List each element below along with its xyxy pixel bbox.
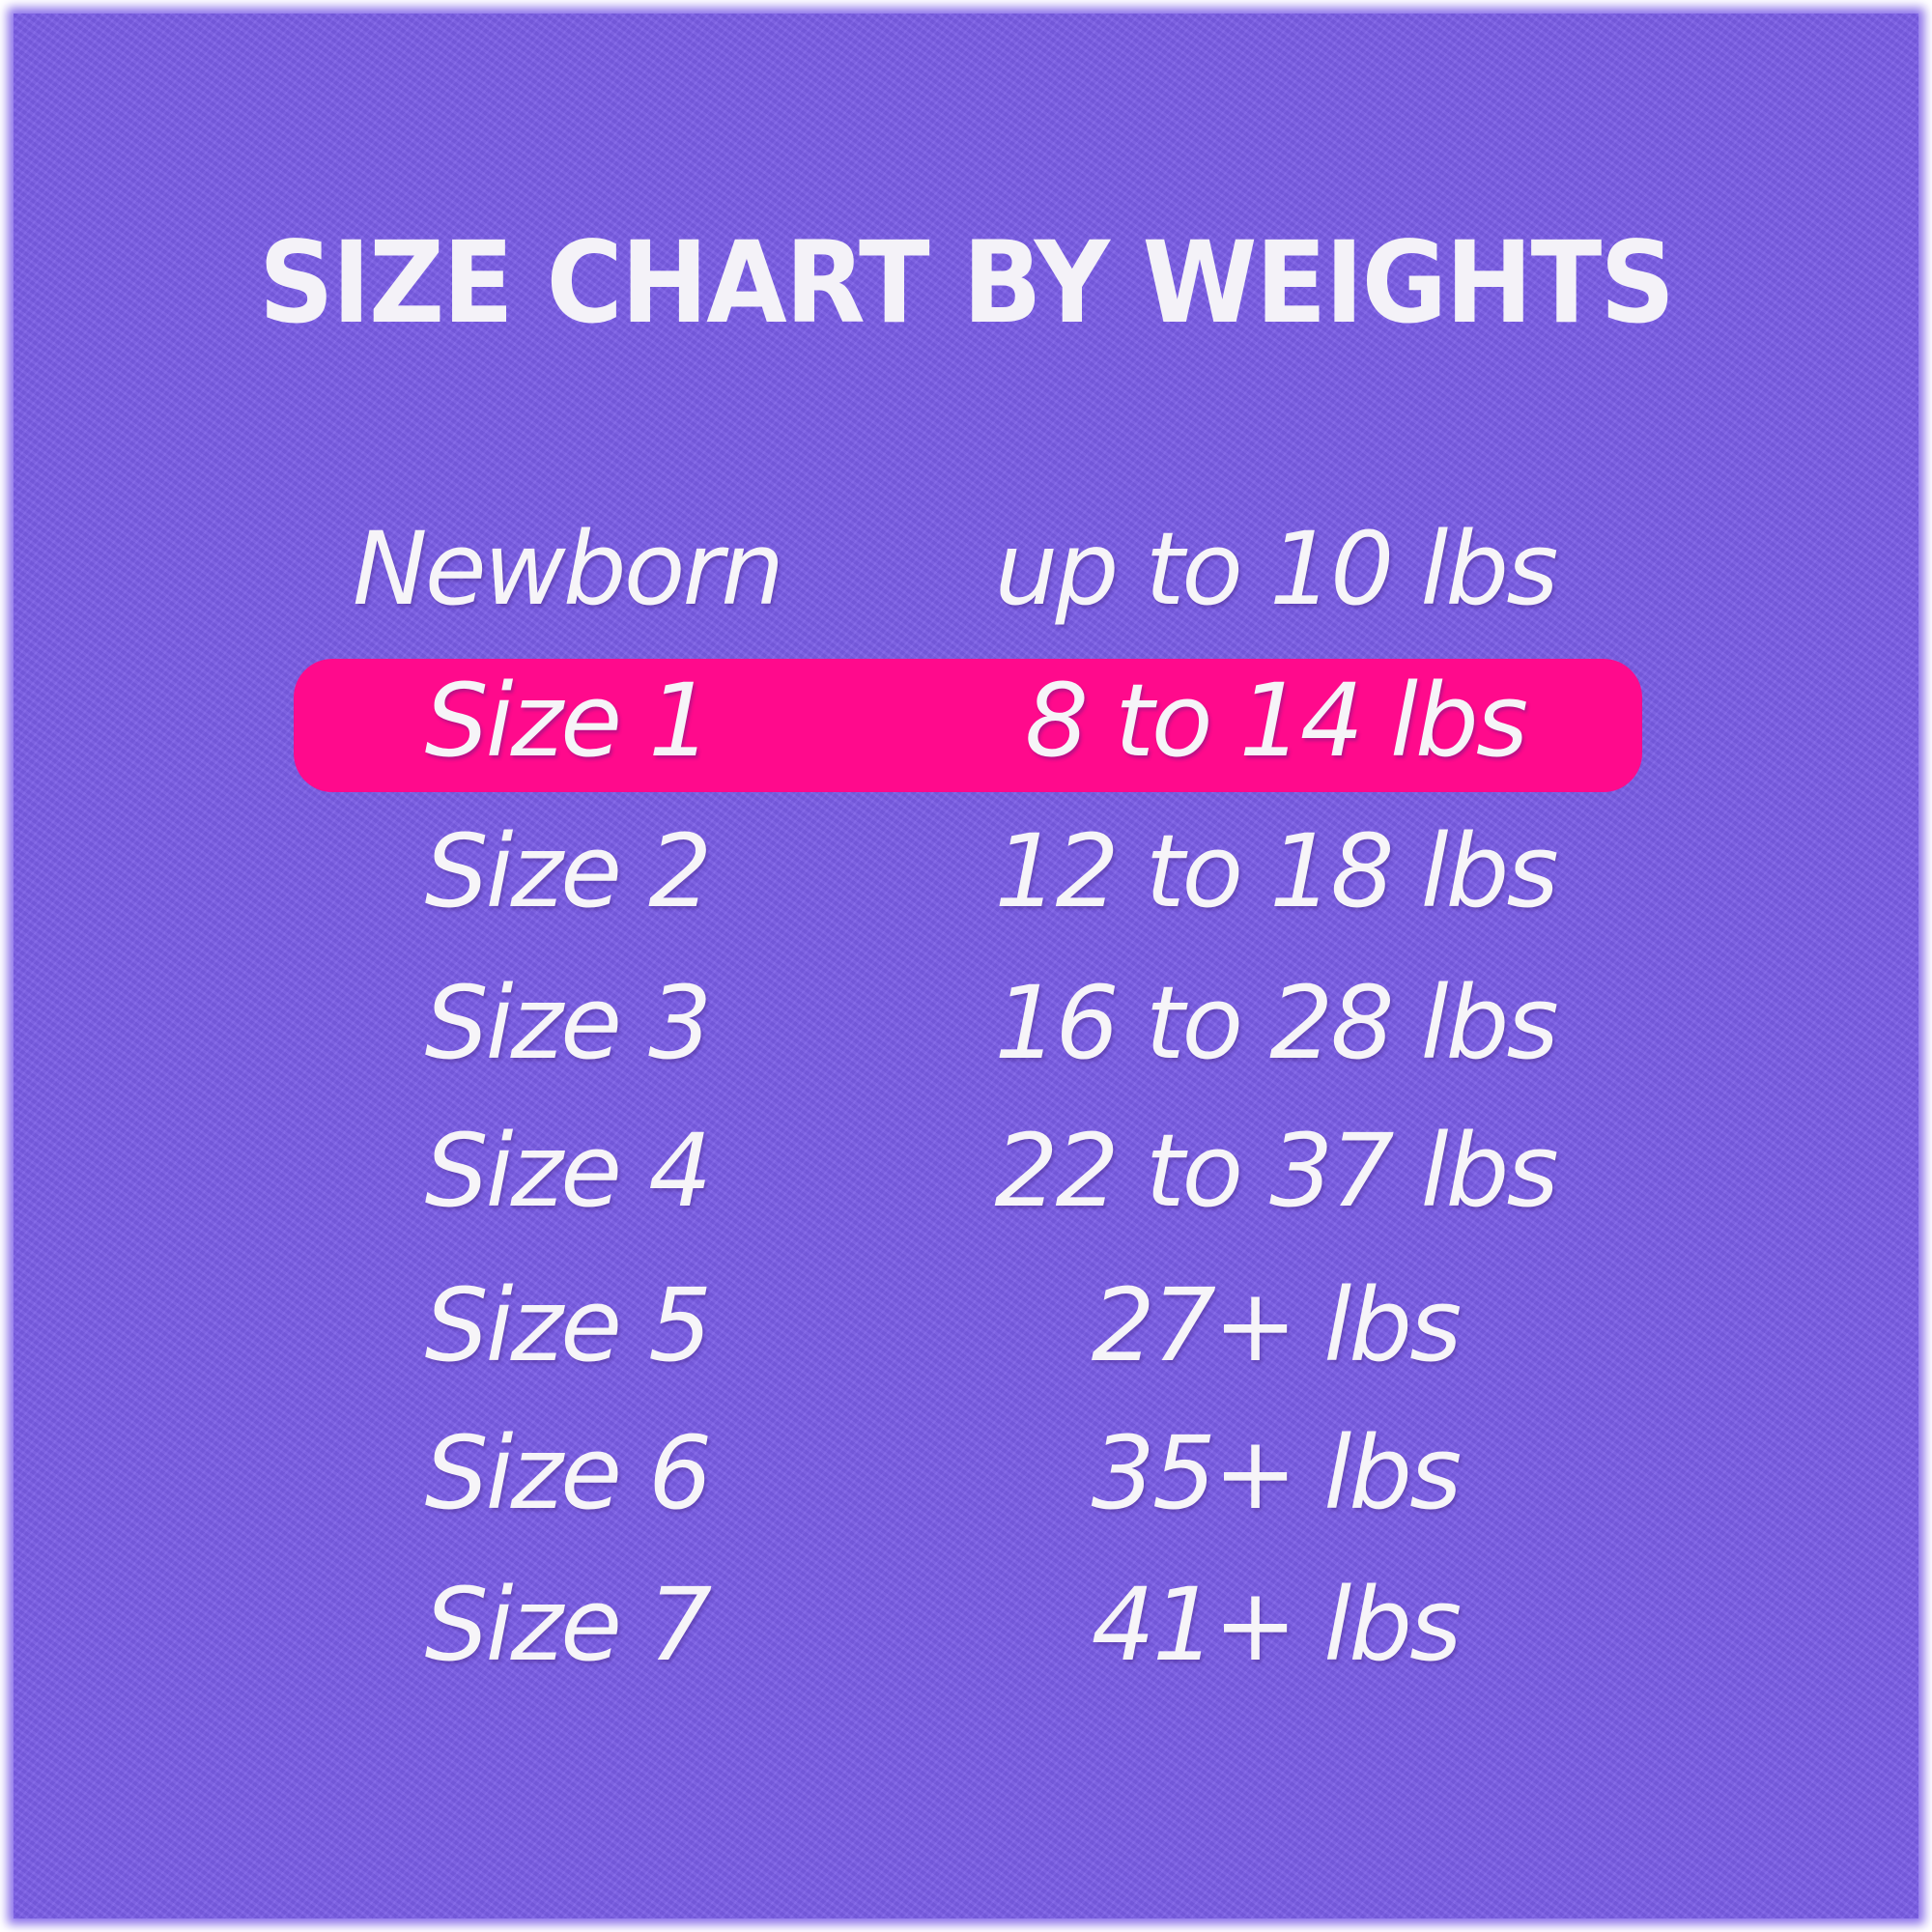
- table-row: Size 6 35+ lbs: [0, 1398, 1932, 1548]
- size-label: Size 5: [424, 1266, 713, 1384]
- weight-range: 27+ lbs: [1091, 1266, 1463, 1384]
- weight-range: 8 to 14 lbs: [1024, 662, 1528, 780]
- weight-range: up to 10 lbs: [994, 510, 1559, 628]
- weight-range: 35+ lbs: [1091, 1414, 1463, 1532]
- highlight-bar: [294, 659, 1642, 792]
- chart-title: SIZE CHART BY WEIGHTS: [258, 217, 1675, 349]
- size-label: Size 3: [424, 964, 713, 1082]
- weight-range: 16 to 28 lbs: [994, 964, 1558, 1082]
- size-label: Newborn: [352, 510, 784, 628]
- table-row: Size 4 22 to 37 lbs: [0, 1095, 1932, 1246]
- size-label: Size 1: [424, 662, 713, 780]
- table-row: Newborn up to 10 lbs: [0, 494, 1932, 644]
- table-row: Size 3 16 to 28 lbs: [0, 948, 1932, 1098]
- table-row-highlighted: Size 1 8 to 14 lbs: [0, 645, 1932, 796]
- fur-background: [14, 14, 1918, 1918]
- size-label: Size 7: [424, 1566, 713, 1684]
- weight-range: 22 to 37 lbs: [994, 1112, 1558, 1230]
- table-row: Size 2 12 to 18 lbs: [0, 796, 1932, 947]
- weight-range: 12 to 18 lbs: [994, 812, 1558, 930]
- size-label: Size 6: [424, 1414, 713, 1532]
- size-label: Size 2: [424, 812, 713, 930]
- weight-range: 41+ lbs: [1091, 1566, 1463, 1684]
- size-label: Size 4: [424, 1112, 713, 1230]
- table-row: Size 7 41+ lbs: [0, 1549, 1932, 1700]
- table-row: Size 5 27+ lbs: [0, 1250, 1932, 1401]
